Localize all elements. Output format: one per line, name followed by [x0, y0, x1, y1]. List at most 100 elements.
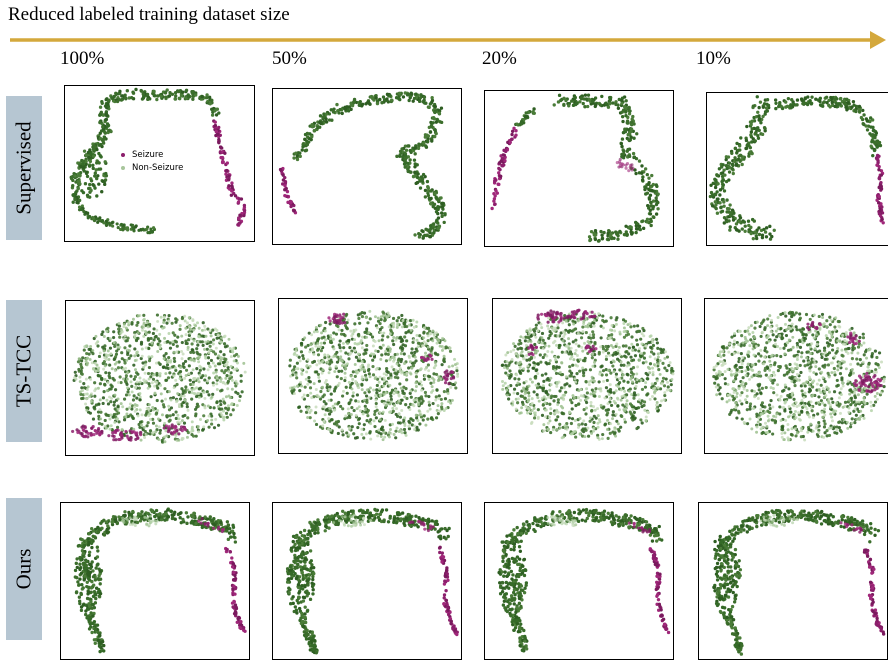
point — [633, 348, 637, 352]
point — [556, 398, 560, 402]
point — [178, 370, 182, 374]
point — [88, 357, 92, 361]
point — [719, 205, 723, 209]
point — [319, 121, 323, 126]
point — [549, 376, 553, 380]
point — [357, 103, 361, 107]
point — [291, 370, 295, 374]
point — [349, 107, 353, 112]
point — [93, 361, 97, 365]
point — [852, 103, 856, 107]
point — [324, 120, 329, 124]
point — [398, 382, 402, 386]
point — [795, 103, 799, 107]
point — [183, 314, 187, 318]
point — [380, 338, 384, 342]
point — [338, 339, 342, 343]
point — [580, 422, 584, 426]
point — [369, 437, 373, 441]
point — [738, 159, 742, 163]
point — [541, 347, 545, 351]
point — [409, 389, 413, 393]
point — [98, 433, 102, 437]
point — [74, 190, 78, 195]
point — [129, 95, 134, 100]
point — [429, 224, 433, 228]
point — [426, 326, 430, 331]
point — [363, 407, 367, 411]
point — [285, 189, 290, 194]
point — [220, 369, 224, 373]
point — [507, 397, 511, 401]
point — [304, 410, 309, 414]
point — [581, 368, 585, 372]
point — [734, 163, 739, 167]
point — [224, 406, 228, 410]
point — [104, 171, 108, 176]
point — [397, 91, 402, 95]
point — [155, 373, 159, 377]
point — [608, 97, 613, 102]
point — [100, 422, 104, 426]
point — [581, 349, 585, 353]
point — [718, 188, 723, 192]
point — [659, 347, 663, 351]
point — [423, 390, 427, 395]
point — [206, 404, 210, 408]
point — [306, 382, 310, 386]
point — [98, 408, 102, 412]
point — [222, 342, 227, 346]
point — [425, 179, 430, 184]
point — [516, 391, 520, 396]
point — [392, 336, 396, 339]
point — [647, 197, 652, 201]
point — [227, 337, 231, 341]
point — [104, 353, 108, 357]
point — [108, 417, 112, 421]
point — [85, 344, 89, 348]
point — [180, 316, 184, 321]
point — [382, 401, 386, 405]
point — [123, 96, 128, 100]
point — [340, 328, 344, 332]
point — [413, 162, 417, 166]
point — [402, 162, 407, 166]
point — [213, 364, 217, 368]
point — [756, 110, 760, 114]
point — [417, 99, 422, 104]
point — [281, 173, 285, 177]
point — [358, 409, 362, 413]
point — [616, 349, 620, 353]
point — [548, 329, 552, 334]
point — [754, 234, 758, 238]
scatter-supervised-20 — [490, 93, 660, 243]
point — [360, 388, 364, 392]
point — [653, 381, 657, 385]
point — [430, 357, 434, 361]
point — [378, 322, 382, 326]
point — [818, 99, 822, 104]
point — [83, 386, 87, 390]
point — [728, 225, 732, 229]
point — [119, 431, 123, 435]
scatter-ts-tcc-20 — [500, 308, 675, 441]
point — [227, 174, 231, 178]
point — [225, 360, 229, 364]
point — [149, 227, 153, 231]
point — [315, 363, 319, 367]
point — [589, 230, 594, 234]
point — [398, 153, 402, 157]
point — [124, 374, 129, 378]
point — [844, 105, 848, 109]
point — [501, 157, 505, 161]
point — [547, 395, 551, 399]
point — [351, 391, 355, 395]
point — [137, 386, 141, 390]
point — [366, 368, 371, 373]
point — [341, 407, 345, 411]
point — [78, 375, 82, 379]
point — [773, 98, 778, 102]
point — [347, 402, 351, 406]
point — [152, 327, 156, 331]
point — [122, 337, 126, 341]
